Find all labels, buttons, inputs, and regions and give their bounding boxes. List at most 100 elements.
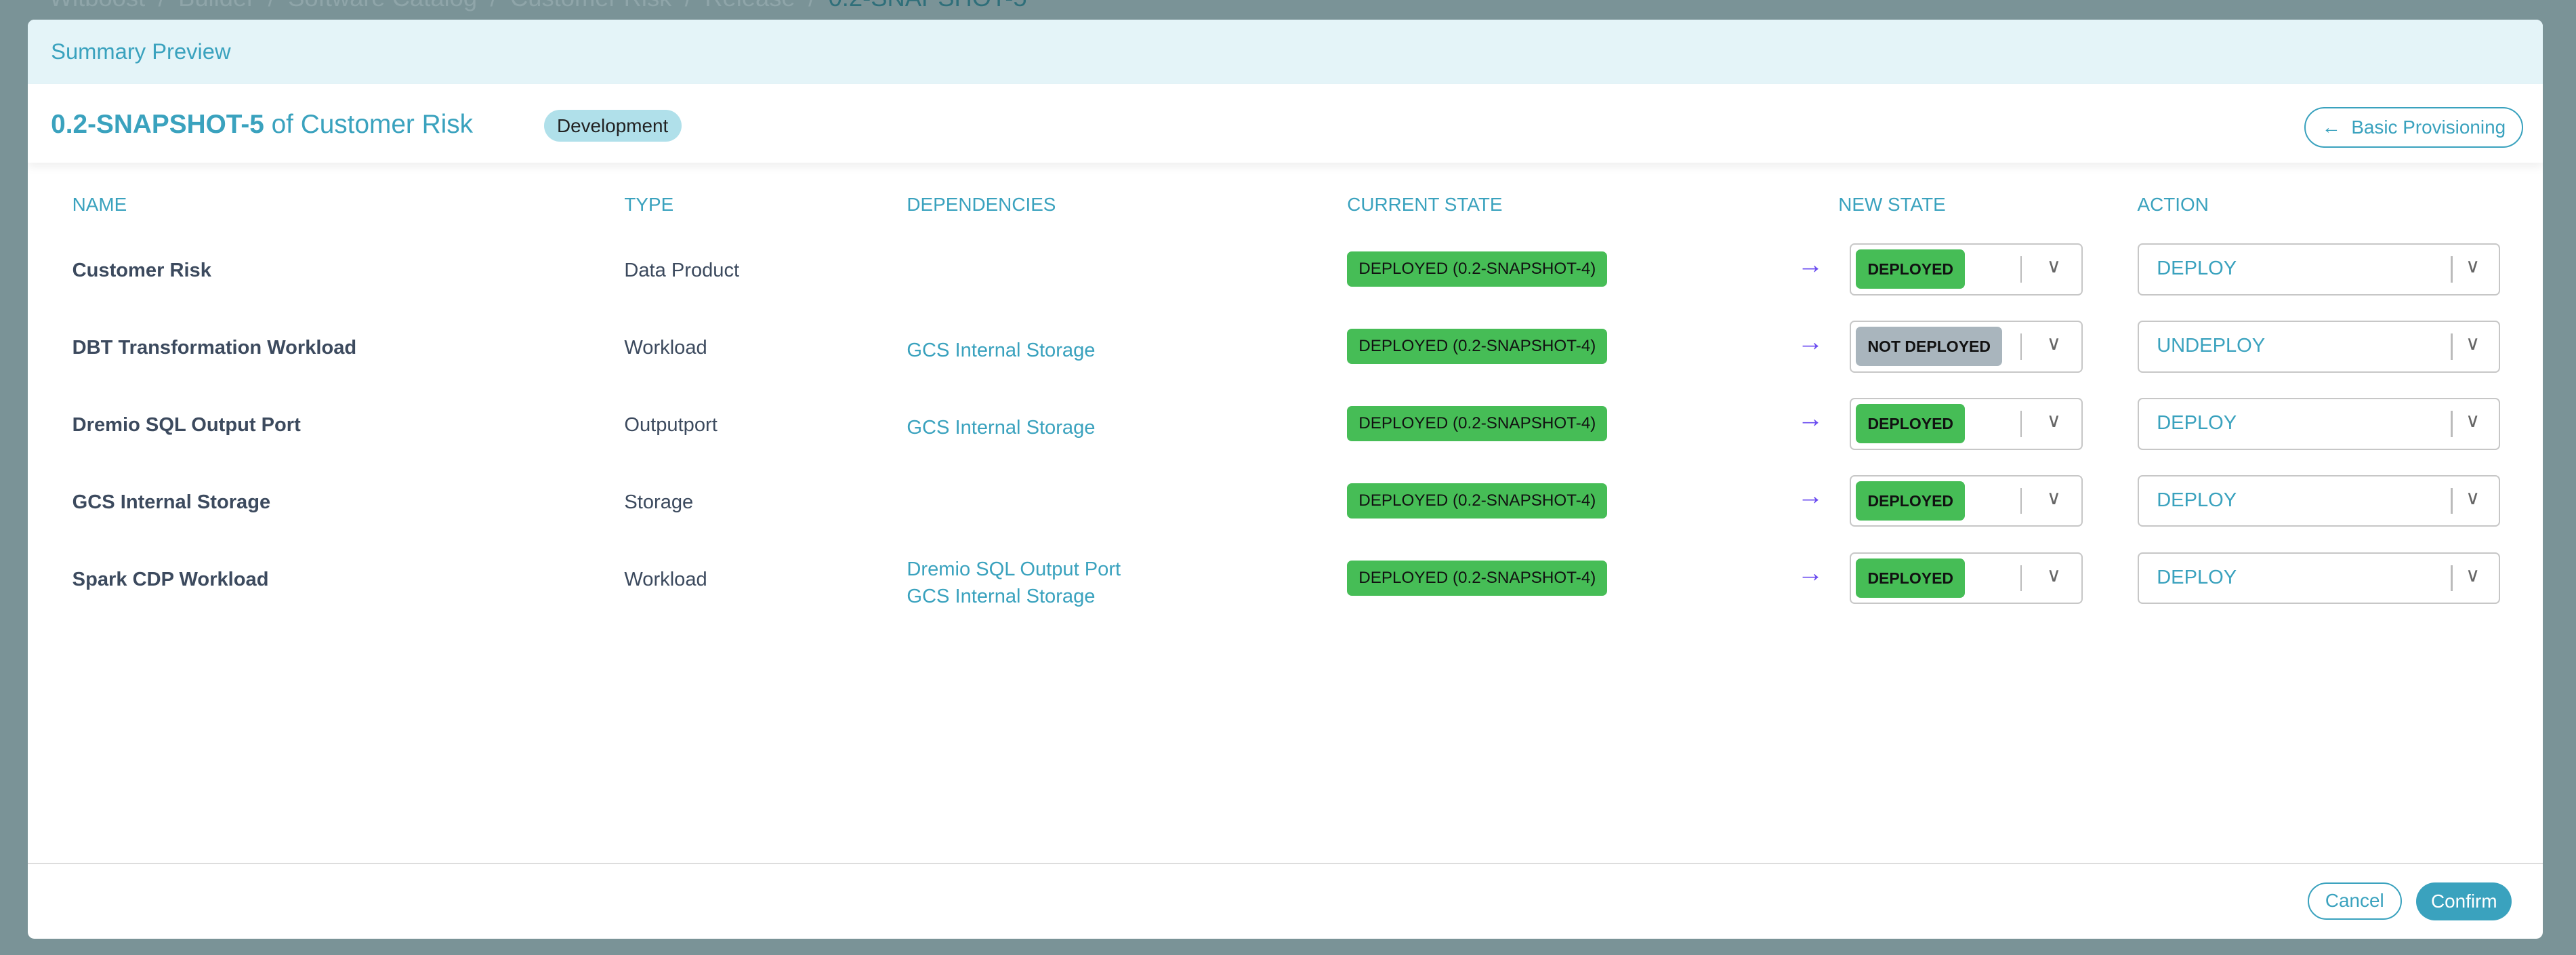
breadcrumb-item[interactable]: Builder (178, 0, 255, 12)
table-row: Customer Risk Data Product DEPLOYED (0.2… (28, 239, 2543, 304)
current-state-badge: DEPLOYED (0.2-SNAPSHOT-4) (1347, 560, 1608, 596)
column-header-action: ACTION (2137, 194, 2209, 216)
breadcrumb-separator: / (268, 0, 275, 12)
button-label: Basic Provisioning (2351, 116, 2506, 138)
dependency-link[interactable]: GCS Internal Storage (907, 585, 1096, 607)
column-header-current-state: CURRENT STATE (1347, 194, 1503, 216)
new-state-select[interactable]: NOT DEPLOYED ∨ (1850, 320, 2083, 373)
column-header-name: NAME (72, 194, 127, 216)
breadcrumb-item[interactable]: Software Catalog (288, 0, 477, 12)
chevron-down-icon[interactable]: ∨ (2466, 565, 2480, 587)
new-state-badge: NOT DEPLOYED (1856, 327, 2002, 367)
breadcrumb-item[interactable]: 0.2-SNAPSHOT-5 (829, 0, 1027, 12)
breadcrumb-item[interactable]: Release (705, 0, 795, 12)
table-row: GCS Internal Storage Storage DEPLOYED (0… (28, 470, 2543, 535)
chevron-down-icon[interactable]: ∨ (2046, 333, 2062, 355)
chevron-down-icon[interactable]: ∨ (2046, 410, 2062, 432)
dependency-link[interactable]: GCS Internal Storage (907, 417, 1096, 439)
component-type: Storage (624, 491, 694, 513)
component-name: GCS Internal Storage (72, 491, 271, 513)
divider (2020, 565, 2022, 592)
divider (2020, 487, 2022, 514)
arrow-right-icon: → (1797, 249, 1824, 279)
new-state-badge: DEPLOYED (1856, 558, 1966, 598)
divider (2451, 565, 2453, 592)
action-select[interactable]: DEPLOY ∨ (2137, 243, 2500, 296)
confirm-button[interactable]: Confirm (2416, 882, 2512, 920)
table-row: Spark CDP Workload Workload Dremio SQL O… (28, 547, 2543, 613)
breadcrumb-separator: / (490, 0, 497, 12)
breadcrumb-item[interactable]: Customer Risk (510, 0, 671, 12)
component-name: Customer Risk (72, 260, 211, 282)
component-type: Outputport (624, 414, 718, 436)
summary-preview-dialog: Summary Preview 0.2-SNAPSHOT-5 of Custom… (28, 20, 2543, 939)
current-state-badge: DEPLOYED (0.2-SNAPSHOT-4) (1347, 251, 1608, 287)
chevron-down-icon[interactable]: ∨ (2466, 487, 2480, 510)
new-state-select[interactable]: DEPLOYED ∨ (1850, 243, 2083, 296)
action-select[interactable]: DEPLOY ∨ (2137, 474, 2500, 527)
divider (2451, 487, 2453, 514)
chevron-down-icon[interactable]: ∨ (2466, 333, 2480, 355)
arrow-right-icon: → (1797, 327, 1824, 357)
basic-provisioning-button[interactable]: ← Basic Provisioning (2304, 106, 2524, 148)
product-label: of Customer Risk (271, 110, 473, 140)
action-value: DEPLOY (2157, 412, 2237, 434)
new-state-badge: DEPLOYED (1856, 249, 1966, 289)
component-type: Data Product (624, 260, 740, 282)
breadcrumb-separator: / (808, 0, 815, 12)
chevron-down-icon[interactable]: ∨ (2466, 410, 2480, 432)
breadcrumb-separator: / (685, 0, 692, 12)
arrow-right-icon: → (1797, 481, 1824, 511)
arrow-right-icon: → (1797, 558, 1824, 588)
new-state-badge: DEPLOYED (1856, 404, 1966, 444)
page-title: 0.2-SNAPSHOT-5 of Customer Risk (51, 110, 473, 140)
version-label: 0.2-SNAPSHOT-5 (51, 110, 264, 140)
breadcrumb-separator: / (159, 0, 165, 12)
cancel-button[interactable]: Cancel (2307, 882, 2402, 920)
component-name: DBT Transformation Workload (72, 337, 357, 359)
dependencies: GCS Internal Storage (907, 337, 1095, 364)
current-state-badge: DEPLOYED (0.2-SNAPSHOT-4) (1347, 328, 1608, 365)
new-state-select[interactable]: DEPLOYED ∨ (1850, 474, 2083, 527)
environment-badge: Development (543, 110, 682, 142)
current-state-badge: DEPLOYED (0.2-SNAPSHOT-4) (1347, 483, 1608, 519)
chevron-down-icon[interactable]: ∨ (2046, 256, 2062, 278)
current-state-badge: DEPLOYED (0.2-SNAPSHOT-4) (1347, 405, 1608, 442)
divider (2451, 256, 2453, 283)
table-row: Dremio SQL Output Port Outputport GCS In… (28, 393, 2543, 459)
component-name: Spark CDP Workload (72, 568, 269, 590)
action-value: UNDEPLOY (2157, 335, 2266, 357)
action-select[interactable]: DEPLOY ∨ (2137, 552, 2500, 605)
dialog-footer: Cancel Confirm (28, 862, 2543, 939)
column-header-type: TYPE (624, 194, 674, 216)
component-type: Workload (624, 337, 707, 359)
chevron-down-icon[interactable]: ∨ (2046, 487, 2062, 510)
component-type: Workload (624, 568, 707, 590)
action-select[interactable]: UNDEPLOY ∨ (2137, 320, 2500, 373)
column-header-dependencies: DEPENDENCIES (907, 194, 1056, 216)
divider (2451, 333, 2453, 360)
new-state-select[interactable]: DEPLOYED ∨ (1850, 552, 2083, 605)
breadcrumb: Witboost / Builder / Software Catalog / Custom… (49, 0, 1027, 12)
dependency-link[interactable]: GCS Internal Storage (907, 340, 1096, 362)
divider (2020, 256, 2022, 283)
breadcrumb-item[interactable]: Witboost (49, 0, 145, 12)
divider (2020, 333, 2022, 360)
dialog-header: Summary Preview (28, 20, 2543, 84)
action-value: DEPLOY (2157, 258, 2237, 280)
chevron-down-icon[interactable]: ∨ (2466, 256, 2480, 278)
action-value: DEPLOY (2157, 567, 2237, 589)
table-row: DBT Transformation Workload Workload GCS… (28, 316, 2543, 382)
action-select[interactable]: DEPLOY ∨ (2137, 397, 2500, 450)
dependencies: Dremio SQL Output Port GCS Internal Stora… (907, 556, 1121, 610)
component-name: Dremio SQL Output Port (72, 414, 301, 436)
divider (2451, 410, 2453, 437)
column-header-new-state: NEW STATE (1838, 194, 1946, 216)
arrow-right-icon: → (1797, 404, 1824, 434)
action-value: DEPLOY (2157, 489, 2237, 512)
chevron-down-icon[interactable]: ∨ (2046, 565, 2062, 587)
dependency-link[interactable]: Dremio SQL Output Port (907, 558, 1121, 580)
new-state-select[interactable]: DEPLOYED ∨ (1850, 397, 2083, 450)
arrow-left-icon: ← (2321, 116, 2341, 138)
divider (2020, 410, 2022, 437)
